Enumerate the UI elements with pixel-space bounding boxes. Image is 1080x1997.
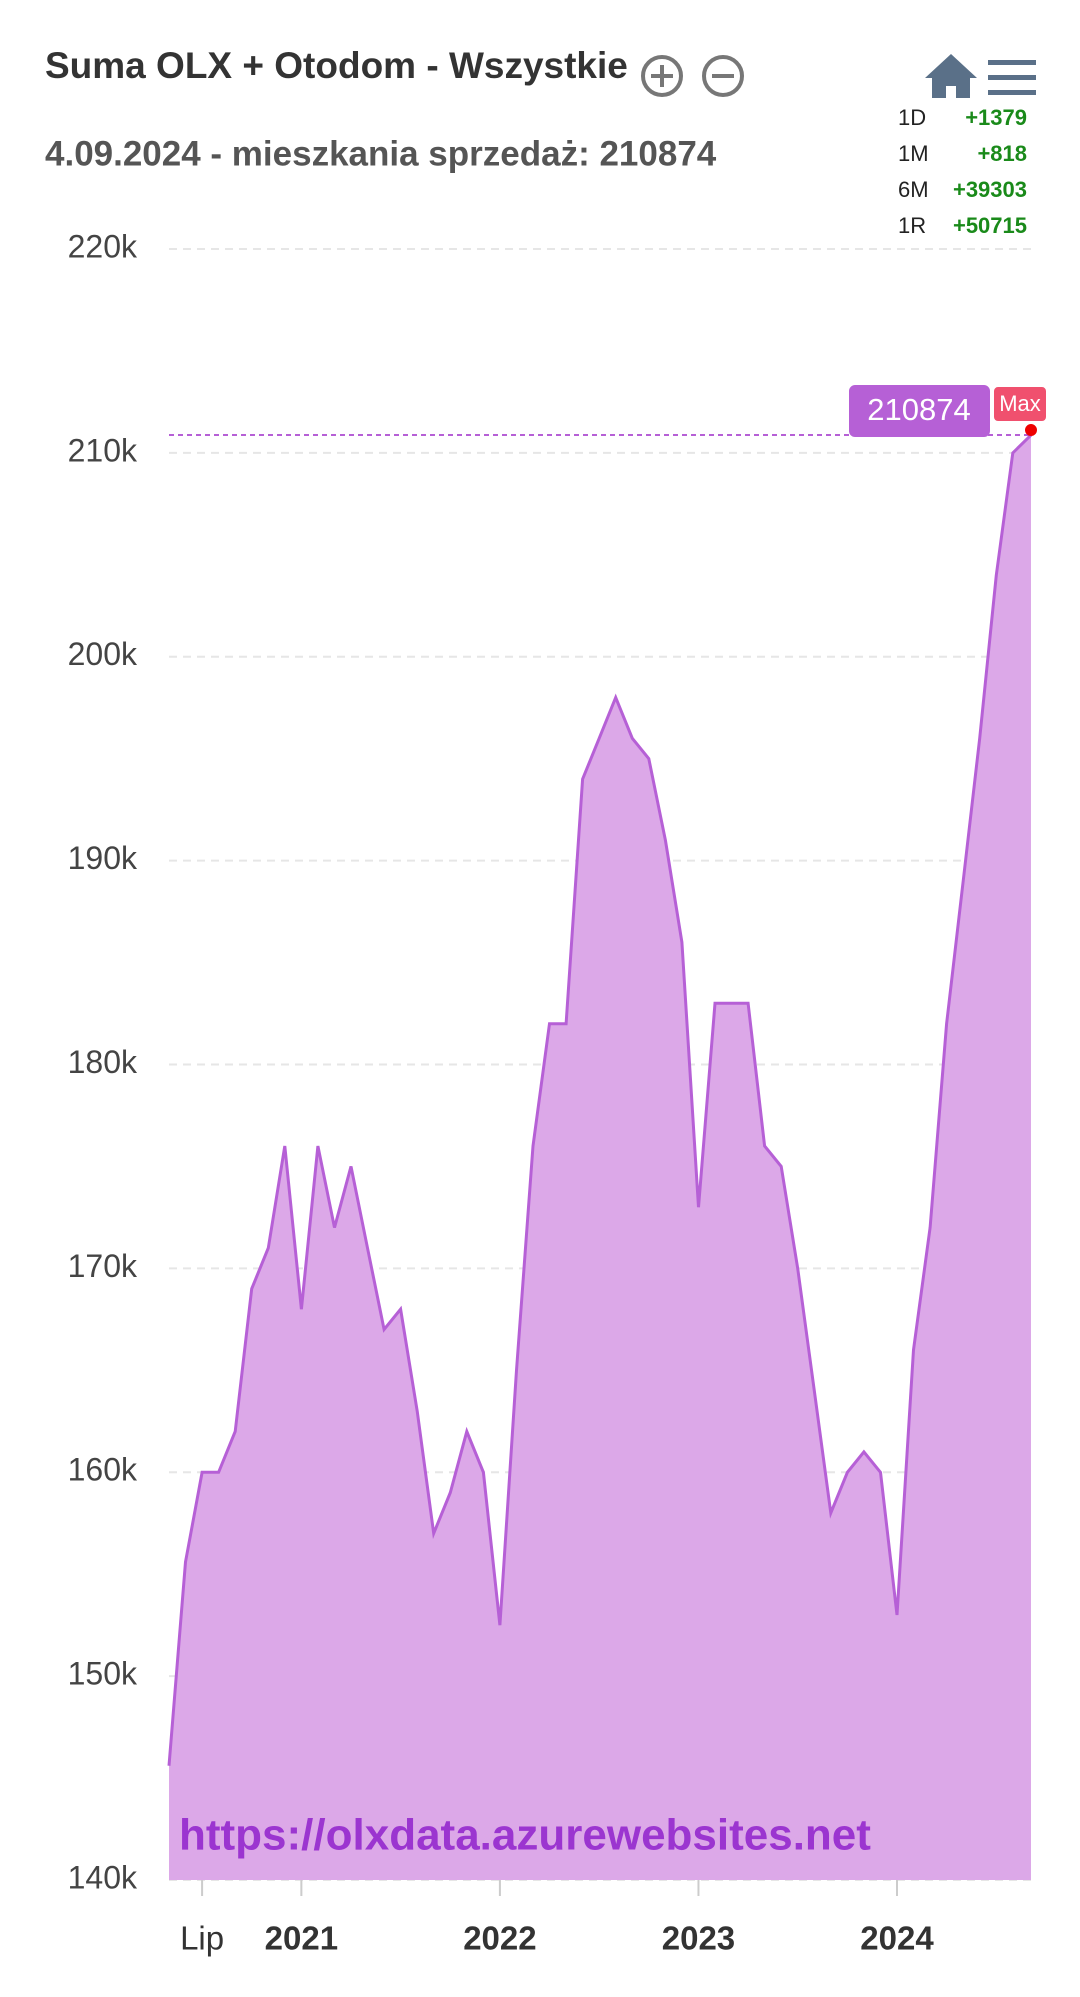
y-tick-label: 140k <box>68 1859 138 1895</box>
stat-label: 1D <box>898 105 926 130</box>
line <box>167 434 1033 1766</box>
x-tick-label: 2021 <box>265 1920 338 1957</box>
max-point <box>1025 424 1037 437</box>
stat-label: 6M <box>898 177 929 202</box>
last-value-label: 210874 <box>867 392 970 427</box>
x-tick-label: 2023 <box>662 1920 735 1957</box>
x-tick-label: 2024 <box>860 1920 934 1957</box>
y-tick-label: 180k <box>68 1044 138 1080</box>
y-tick-label: 220k <box>68 228 138 264</box>
zoom-out[interactable] <box>702 55 744 97</box>
stats-box: 1D +1379 1M +818 6M +39303 1R +50715 <box>898 105 1027 238</box>
stat-value: +818 <box>977 141 1027 166</box>
stat-value: +1379 <box>965 105 1027 130</box>
last-value-badge <box>849 385 990 438</box>
y-tick-label: 150k <box>68 1656 138 1692</box>
y-tick-label: 190k <box>68 840 138 876</box>
max-label: Max <box>999 391 1041 416</box>
stat-value: +50715 <box>953 213 1027 238</box>
y-tick-label: 160k <box>68 1452 138 1488</box>
y-tick-label: 210k <box>68 432 138 468</box>
stat-value: +39303 <box>953 177 1027 202</box>
area <box>169 435 1031 1881</box>
y-tick-label: 170k <box>68 1248 138 1284</box>
x-tick-label: Lip <box>180 1920 224 1957</box>
chart-title: Suma OLX + Otodom - Wszystkie <box>45 45 628 86</box>
stat-label: 1M <box>898 141 929 166</box>
zoom-in[interactable] <box>641 55 683 97</box>
home-button[interactable] <box>925 54 977 98</box>
y-tick-label: 200k <box>68 636 138 672</box>
chart-subtitle: 4.09.2024 - mieszkania sprzedaż: 210874 <box>45 134 717 173</box>
x-tick-label: 2022 <box>463 1920 536 1957</box>
max-badge <box>994 387 1046 422</box>
menu-button[interactable] <box>988 60 1036 95</box>
stat-label: 1R <box>898 213 926 238</box>
watermark: https://olxdata.azurewebsites.net <box>179 1811 871 1860</box>
